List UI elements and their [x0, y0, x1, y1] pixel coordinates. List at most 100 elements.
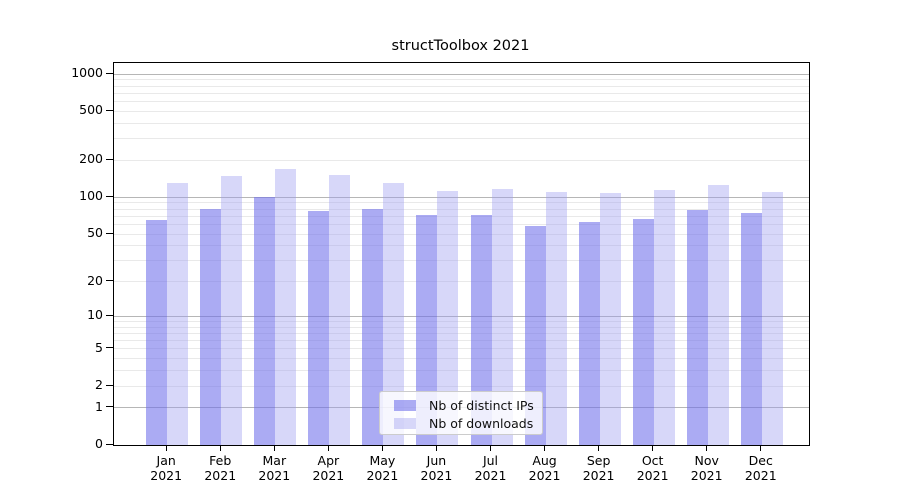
y-tick-mark — [106, 406, 113, 408]
x-tick-mark — [435, 445, 437, 451]
gridline-minor — [114, 215, 809, 217]
y-tick-mark — [106, 384, 113, 386]
gridline-minor — [114, 260, 809, 262]
bar-downloads — [275, 169, 297, 445]
gridline-minor — [114, 85, 809, 87]
bar-downloads — [491, 188, 513, 445]
chart-title: structToolbox 2021 — [391, 38, 530, 54]
y-tick-label: 100 — [79, 188, 103, 204]
bar-downloads — [653, 189, 675, 445]
bar-downloads — [329, 174, 351, 445]
legend-swatch-distinct-ips — [394, 400, 416, 411]
x-tick-year: 2021 — [636, 468, 669, 483]
x-tick-month: Oct — [641, 453, 664, 468]
bar-distinct-ips — [362, 208, 384, 445]
x-tick-label: Apr 2021 — [298, 453, 358, 483]
bar-downloads — [437, 190, 459, 445]
bar-distinct-ips — [578, 221, 600, 445]
y-tick-label: 2 — [95, 377, 103, 393]
legend-swatch-downloads — [394, 418, 416, 429]
y-tick-label: 10 — [87, 307, 103, 323]
y-tick-mark — [106, 195, 113, 197]
y-tick-mark — [106, 158, 113, 160]
bar-distinct-ips — [686, 209, 708, 445]
x-tick-label: Jul 2021 — [461, 453, 521, 483]
legend: Nb of distinct IPs Nb of downloads — [379, 391, 543, 435]
x-tick-month: Dec — [748, 453, 773, 468]
y-tick-mark — [106, 72, 113, 74]
x-tick-month: Aug — [532, 453, 557, 468]
x-tick-mark — [219, 445, 221, 451]
bar-downloads — [545, 191, 567, 445]
y-tick-label: 1000 — [71, 65, 103, 81]
x-tick-label: Jan 2021 — [136, 453, 196, 483]
bar-downloads — [167, 183, 189, 445]
x-tick-label: Dec 2021 — [731, 453, 791, 483]
legend-label-distinct-ips: Nb of distinct IPs — [429, 398, 534, 413]
bar-distinct-ips — [470, 214, 492, 445]
bar-downloads — [707, 184, 729, 445]
x-tick-month: Jun — [426, 453, 447, 468]
gridline-minor — [114, 245, 809, 247]
bar-downloads — [221, 175, 243, 445]
x-tick-mark — [273, 445, 275, 451]
bar-distinct-ips — [524, 226, 546, 445]
y-tick-mark — [106, 109, 113, 111]
x-tick-label: Mar 2021 — [244, 453, 304, 483]
x-tick-month: Jul — [482, 453, 499, 468]
x-tick-month: Mar — [262, 453, 287, 468]
x-tick-label: Jun 2021 — [406, 453, 466, 483]
gridline-minor — [114, 208, 809, 210]
x-tick-month: Sep — [586, 453, 611, 468]
x-tick-mark — [598, 445, 600, 451]
x-tick-year: 2021 — [150, 468, 183, 483]
gridline-major — [114, 196, 809, 198]
x-tick-month: Feb — [209, 453, 232, 468]
y-tick-label: 50 — [87, 225, 103, 241]
legend-item-distinct-ips: Nb of distinct IPs — [394, 397, 542, 414]
bar-downloads — [761, 191, 783, 445]
y-tick-mark — [106, 314, 113, 316]
y-tick-mark — [106, 443, 113, 445]
x-tick-year: 2021 — [312, 468, 345, 483]
x-tick-mark — [165, 445, 167, 451]
y-tick-mark — [106, 280, 113, 282]
bar-distinct-ips — [254, 197, 276, 445]
gridline-minor — [114, 320, 809, 322]
gridline-minor — [114, 348, 809, 350]
gridline-minor — [114, 101, 809, 103]
x-tick-mark — [706, 445, 708, 451]
x-tick-label: Aug 2021 — [515, 453, 575, 483]
bar-distinct-ips — [146, 220, 168, 445]
bar-distinct-ips — [632, 219, 654, 445]
x-tick-year: 2021 — [366, 468, 399, 483]
gridline-minor — [114, 202, 809, 204]
bar-distinct-ips — [416, 214, 438, 445]
gridline-major — [114, 73, 809, 75]
x-tick-year: 2021 — [690, 468, 723, 483]
legend-label-downloads: Nb of downloads — [429, 416, 534, 431]
bar-downloads — [599, 192, 621, 445]
x-tick-year: 2021 — [420, 468, 453, 483]
x-tick-month: May — [369, 453, 396, 468]
y-tick-label: 500 — [79, 102, 103, 118]
plot-area — [113, 62, 810, 446]
y-tick-mark — [106, 347, 113, 349]
gridline-major — [114, 315, 809, 317]
gridline-minor — [114, 233, 809, 235]
x-tick-label: Oct 2021 — [623, 453, 683, 483]
gridline-minor — [114, 79, 809, 81]
x-tick-month: Nov — [694, 453, 719, 468]
x-tick-mark — [544, 445, 546, 451]
gridline-minor — [114, 281, 809, 283]
x-tick-year: 2021 — [204, 468, 237, 483]
gridline-minor — [114, 92, 809, 94]
gridline-minor — [114, 358, 809, 360]
x-tick-label: May 2021 — [352, 453, 412, 483]
x-tick-mark — [490, 445, 491, 451]
bar-distinct-ips — [308, 210, 330, 445]
y-tick-label: 200 — [79, 151, 103, 167]
x-tick-mark — [652, 445, 654, 451]
gridline-minor — [114, 138, 809, 140]
